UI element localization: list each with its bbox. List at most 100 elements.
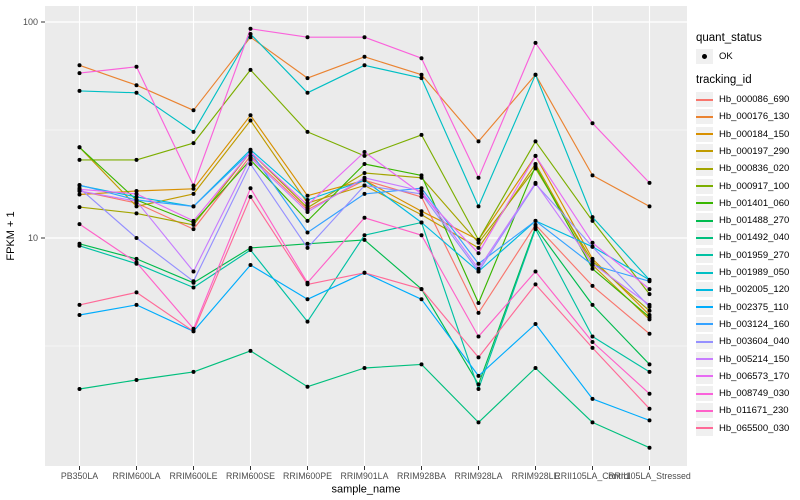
data-point [134, 204, 139, 209]
data-point [191, 108, 196, 113]
data-point [134, 199, 139, 204]
legend-line-swatch [696, 265, 713, 280]
data-point [362, 233, 367, 238]
data-point [77, 71, 82, 76]
legend-line-swatch [696, 403, 713, 419]
data-point [134, 189, 139, 193]
data-point [590, 283, 595, 288]
data-point [191, 141, 196, 146]
data-point [362, 175, 367, 180]
data-point [248, 35, 253, 40]
swatch-line-icon [696, 254, 713, 257]
data-point [590, 302, 595, 307]
legend-item-Hb_001959_270: Hb_001959_270 [696, 247, 789, 264]
data-point [476, 387, 481, 391]
data-point [647, 418, 652, 423]
swatch-line-icon [696, 219, 713, 222]
data-point [77, 187, 82, 192]
data-point [191, 191, 196, 196]
data-point [419, 132, 424, 137]
legend-item-Hb_000197_290: Hb_000197_290 [696, 143, 789, 160]
data-point [248, 67, 253, 72]
legend-item-Hb_011671_230: Hb_011671_230 [696, 402, 789, 419]
x-tick-label: PB350LA [61, 471, 98, 481]
data-point [533, 153, 538, 158]
data-point [476, 175, 481, 180]
data-point [419, 189, 424, 193]
data-point [362, 153, 367, 158]
data-point [77, 302, 82, 307]
data-point [476, 245, 481, 250]
data-point [191, 183, 196, 188]
data-point [77, 192, 82, 197]
data-point [248, 32, 253, 36]
data-point [248, 348, 253, 353]
data-point [647, 362, 652, 367]
data-point [305, 198, 310, 202]
data-point [590, 240, 595, 245]
data-point [191, 285, 196, 290]
data-point [590, 261, 595, 266]
legend-line-swatch [696, 282, 713, 298]
legend-item-Hb_001401_060: Hb_001401_060 [696, 195, 789, 212]
legend-line-swatch [696, 143, 713, 159]
legend-label: Hb_000917_100 [719, 180, 790, 192]
data-point [476, 310, 481, 315]
legend-line-swatch [696, 299, 713, 315]
data-point [476, 355, 481, 360]
swatch-line-icon [696, 375, 713, 378]
legend-label: Hb_006573_170 [719, 370, 790, 382]
data-point [134, 256, 139, 261]
data-point [191, 369, 196, 374]
data-point [590, 215, 595, 220]
data-point [305, 230, 310, 235]
data-point [362, 171, 367, 175]
data-point [77, 222, 82, 227]
x-tick-label: RRIM901LA [341, 471, 389, 481]
data-point [305, 193, 310, 198]
data-point [647, 369, 652, 374]
legend-label: Hb_005214_150 [719, 353, 790, 365]
data-point [647, 406, 652, 411]
data-point [248, 162, 253, 166]
data-point [419, 209, 424, 214]
data-point [476, 334, 481, 339]
data-point [419, 212, 424, 217]
x-tick-label: RRII105LA_Control [554, 471, 630, 481]
x-tick-label: RRII105LA_Stressed [608, 471, 691, 481]
data-point [419, 56, 424, 61]
legend-label: Hb_000197_290 [719, 145, 790, 157]
legend-item-Hb_003604_040: Hb_003604_040 [696, 333, 789, 350]
swatch-line-icon [696, 115, 713, 118]
data-point [305, 90, 310, 95]
data-point [248, 248, 253, 252]
data-point [362, 215, 367, 220]
data-point [419, 173, 424, 178]
legend-item-Hb_006573_170: Hb_006573_170 [696, 368, 789, 385]
data-point [533, 72, 538, 77]
data-point [590, 420, 595, 425]
x-tick-label: RRIM928BA [397, 471, 446, 481]
data-point [590, 266, 595, 271]
swatch-line-icon [696, 236, 713, 239]
data-point [647, 204, 652, 209]
data-point [248, 118, 253, 123]
data-point [647, 308, 652, 313]
legend-title-quant-status: quant_status [696, 32, 762, 44]
data-point [419, 297, 424, 302]
data-point [191, 279, 196, 284]
data-point [647, 279, 652, 284]
legend-label: Hb_065500_030 [719, 422, 790, 434]
legend-label: Hb_001488_270 [719, 215, 790, 227]
data-point [590, 396, 595, 401]
data-point [305, 210, 310, 214]
legend-line-swatch [696, 351, 713, 367]
data-point [362, 150, 367, 154]
data-point [647, 180, 652, 185]
swatch-line-icon [696, 271, 713, 274]
data-point [305, 297, 310, 302]
data-point [647, 302, 652, 307]
data-point [533, 282, 538, 287]
